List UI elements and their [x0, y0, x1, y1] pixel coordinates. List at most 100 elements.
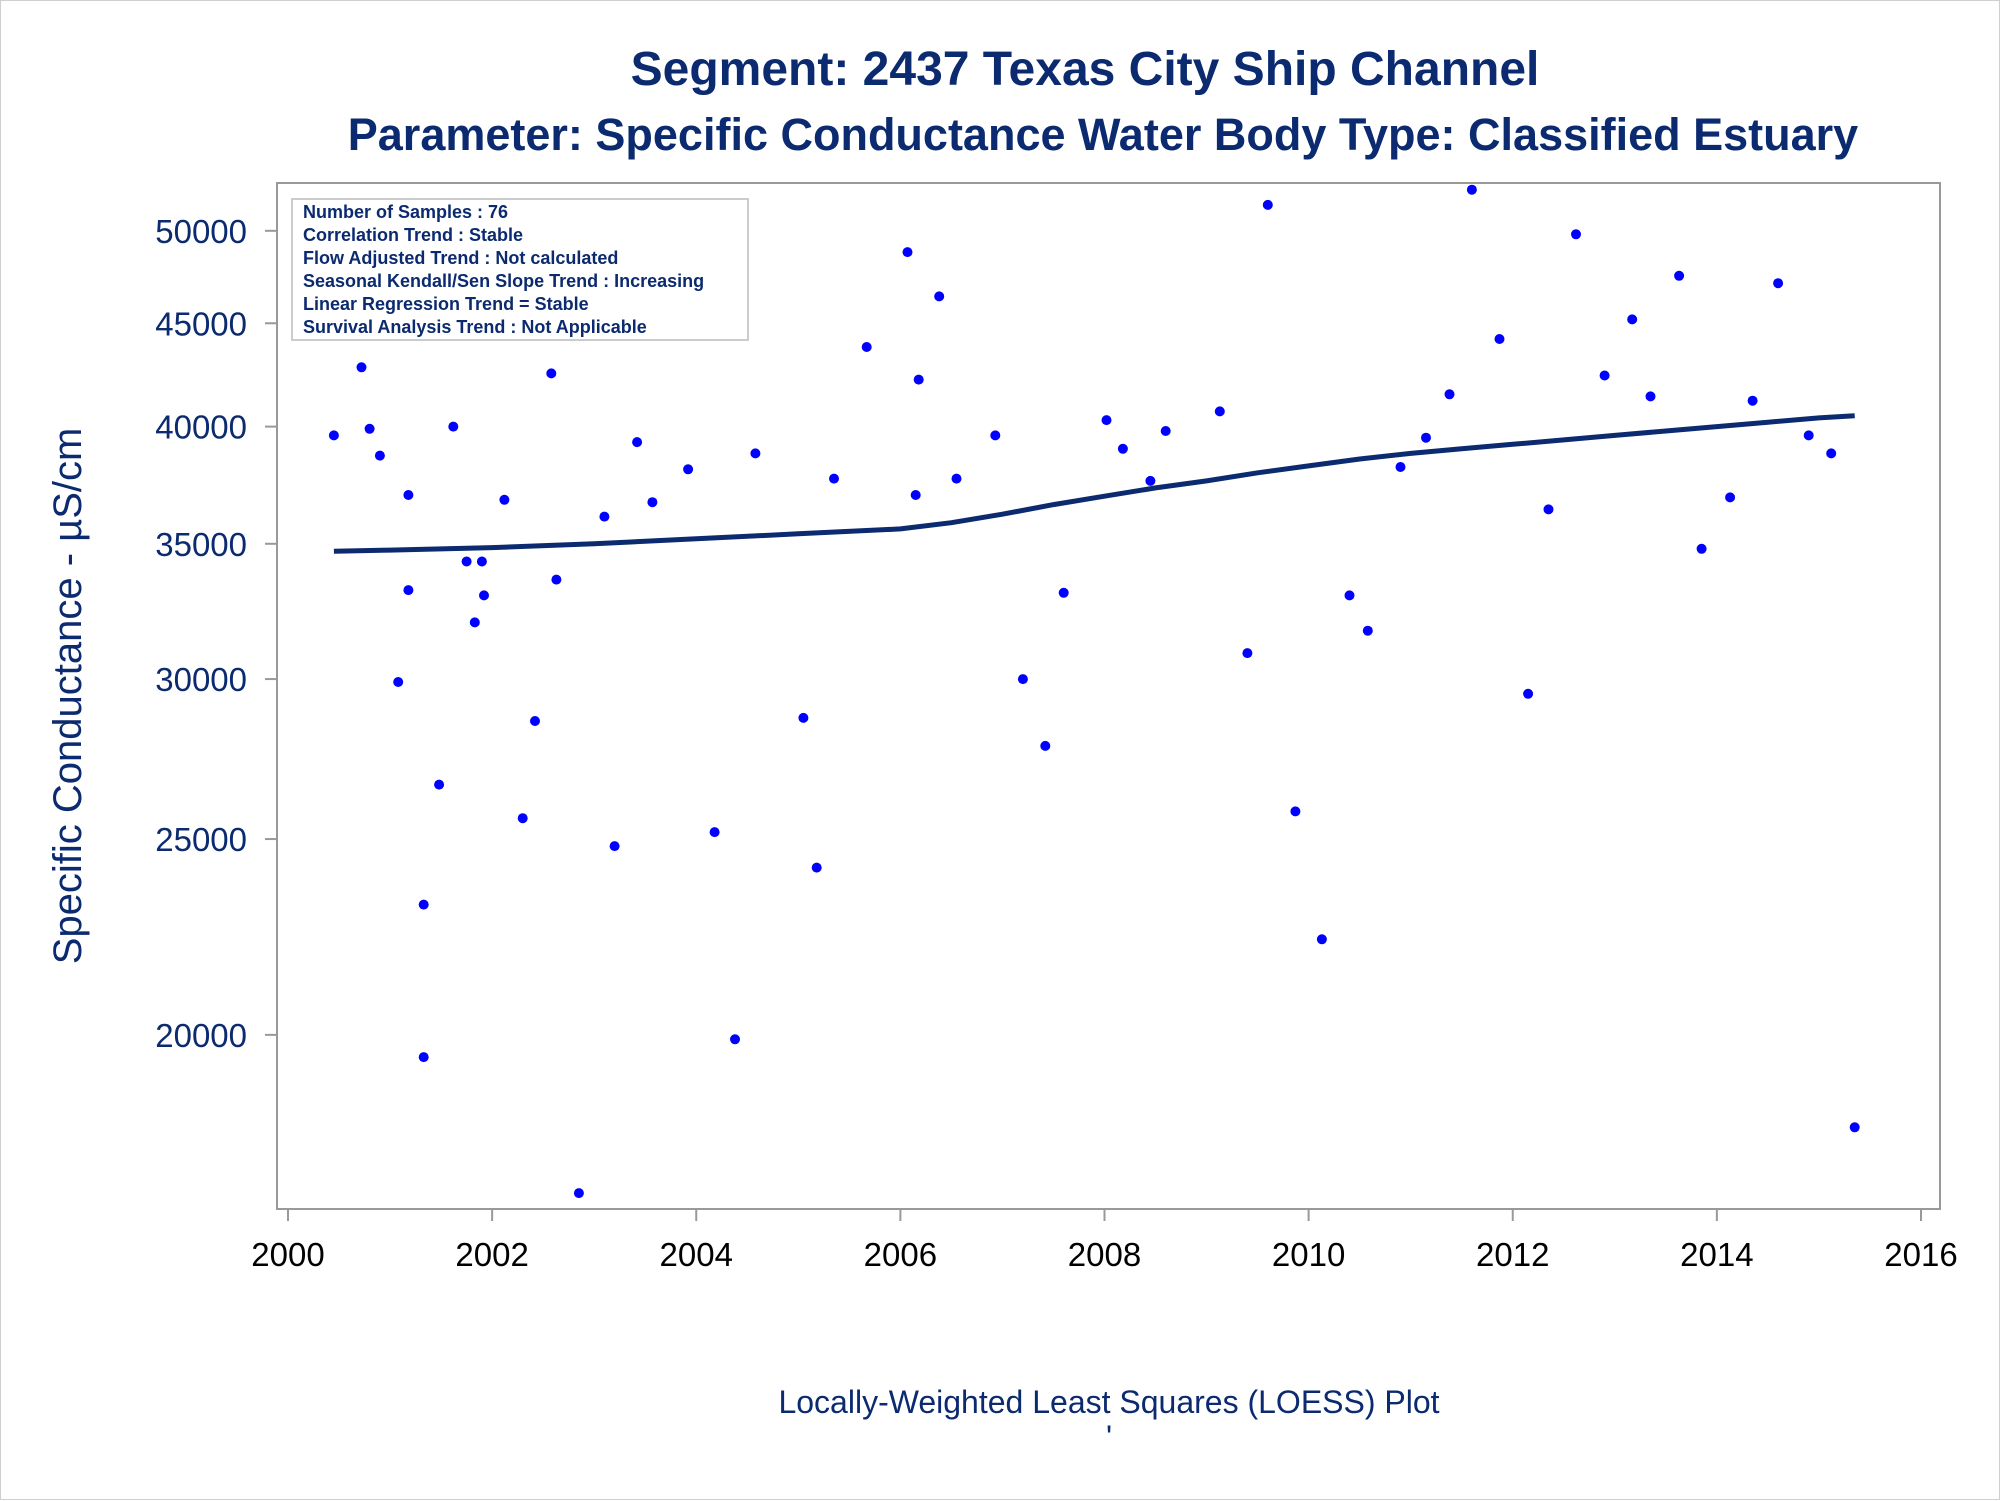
y-tick-label: 40000: [155, 409, 247, 446]
scatter-point: [1543, 504, 1554, 515]
scatter-point: [1214, 406, 1225, 417]
scatter-point: [1017, 674, 1028, 685]
scatter-point: [1849, 1122, 1860, 1133]
scatter-point: [476, 556, 487, 567]
scatter-point: [798, 712, 809, 723]
inset-line: Flow Adjusted Trend : Not calculated: [303, 248, 618, 268]
scatter-point: [1696, 543, 1707, 554]
x-axis: 2000 2002 2004 2006 2008 2010 2012 2014 2016: [251, 1209, 1958, 1273]
scatter-point: [546, 368, 557, 379]
y-axis-label: Specific Conductance - µS/cm: [46, 428, 90, 965]
scatter-point: [1444, 389, 1455, 400]
scatter-point: [469, 617, 480, 628]
y-axis: 20000 25000 30000 35000 40000 45000 50000: [155, 213, 277, 1054]
scatter-point: [709, 827, 720, 838]
x-tick-label: 2016: [1884, 1236, 1957, 1273]
scatter-point: [902, 247, 913, 258]
scatter-point: [573, 1188, 584, 1199]
inset-line: Seasonal Kendall/Sen Slope Trend : Incre…: [303, 271, 704, 291]
trend-inset-box: Number of Samples : 76 Correlation Trend …: [291, 198, 749, 341]
scatter-point: [750, 448, 761, 459]
scatter-point: [913, 374, 924, 385]
scatter-point: [1523, 688, 1534, 699]
scatter-point: [499, 494, 510, 505]
y-tick-label: 35000: [155, 526, 247, 563]
x-tick-label: 2010: [1272, 1236, 1345, 1273]
y-tick-label: 20000: [155, 1017, 247, 1054]
scatter-point: [1316, 934, 1327, 945]
scatter-point: [1290, 806, 1301, 817]
chart-footnote: Locally-Weighted Least Squares (LOESS) P…: [778, 1384, 1439, 1420]
scatter-point: [811, 862, 822, 873]
scatter-point: [599, 511, 610, 522]
scatter-point: [461, 556, 472, 567]
inset-line: Number of Samples : 76: [303, 202, 508, 222]
scatter-point: [632, 437, 643, 448]
x-tick-label: 2008: [1068, 1236, 1141, 1273]
scatter-point: [1627, 314, 1638, 325]
scatter-point: [374, 450, 385, 461]
y-tick-label: 25000: [155, 821, 247, 858]
scatter-point: [683, 464, 694, 475]
scatter-point: [1395, 462, 1406, 472]
y-tick-label: 50000: [155, 213, 247, 250]
scatter-point: [1674, 270, 1685, 281]
scatter-point: [609, 841, 620, 852]
scatter-point: [403, 585, 414, 596]
y-tick-label: 30000: [155, 661, 247, 698]
scatter-point: [328, 430, 339, 441]
footnote-mark: ': [1106, 1419, 1112, 1455]
scatter-point: [1466, 184, 1477, 195]
scatter-point: [517, 813, 528, 824]
scatter-point: [1421, 432, 1431, 443]
scatter-point: [951, 473, 962, 484]
x-tick-label: 2004: [660, 1236, 733, 1273]
scatter-point: [418, 1052, 429, 1063]
scatter-point: [393, 677, 404, 687]
scatter-point: [1571, 229, 1581, 240]
scatter-point: [1362, 625, 1373, 636]
plot-border: [276, 182, 1941, 1210]
chart-title: Segment: 2437 Texas City Ship Channel: [631, 43, 1540, 96]
scatter-point: [861, 342, 872, 352]
scatter-point: [1242, 648, 1253, 659]
scatter-point: [934, 291, 945, 302]
loess-line: [333, 413, 1855, 554]
scatter-point: [1101, 415, 1112, 426]
inset-line: Survival Analysis Trend : Not Applicable: [303, 317, 647, 337]
scatter-point: [364, 423, 375, 434]
scatter-point: [1725, 492, 1736, 503]
scatter-point: [418, 899, 429, 910]
scatter-point: [530, 716, 540, 726]
scatter-point: [1117, 443, 1128, 454]
scatter-point: [1645, 391, 1656, 402]
scatter-point: [1262, 199, 1273, 210]
scatter-point: [1160, 426, 1171, 436]
x-tick-label: 2014: [1680, 1236, 1753, 1273]
scatter-point: [356, 362, 367, 373]
scatter-point: [1494, 334, 1505, 344]
scatter-point: [403, 490, 414, 500]
plot-area: [276, 182, 1941, 1210]
chart-subtitle: Parameter: Specific Conductance Water Bo…: [348, 109, 1858, 160]
scatter-point: [1344, 590, 1355, 601]
scatter-point: [479, 590, 489, 601]
scatter-point: [910, 490, 921, 500]
loess-series: [333, 413, 1855, 554]
scatter-point: [1773, 278, 1784, 289]
y-tick-label: 45000: [155, 305, 247, 342]
inset-border: [291, 198, 749, 341]
scatter-point: [551, 574, 562, 585]
scatter-point: [1145, 475, 1156, 486]
x-tick-label: 2012: [1476, 1236, 1549, 1273]
scatter-point: [1826, 448, 1837, 459]
scatter-point: [1803, 430, 1814, 441]
scatter-series: [328, 184, 1860, 1199]
x-tick-label: 2006: [864, 1236, 937, 1273]
x-tick-label: 2002: [455, 1236, 528, 1273]
scatter-point: [730, 1034, 740, 1045]
scatter-point: [1599, 370, 1610, 381]
scatter-point: [1040, 740, 1051, 751]
